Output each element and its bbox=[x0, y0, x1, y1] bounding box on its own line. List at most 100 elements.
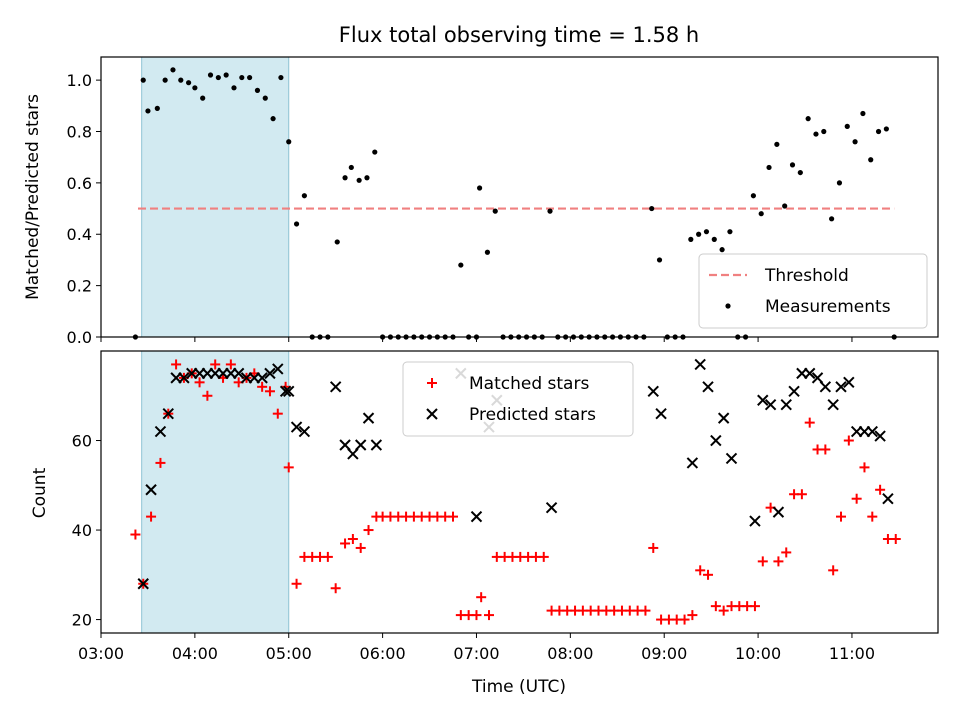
bottom-panel-observing-window bbox=[141, 350, 290, 634]
bottom-panel-data-point bbox=[702, 381, 714, 393]
measurement-dot-shape bbox=[836, 180, 843, 186]
measurement-dot-shape bbox=[656, 257, 663, 263]
measurement-dot-shape bbox=[372, 149, 378, 155]
top-panel-data-point bbox=[484, 249, 491, 255]
cross-stroke bbox=[811, 372, 824, 384]
top-panel-data-point bbox=[207, 72, 214, 78]
top-panel-frame bbox=[100, 56, 939, 338]
measurement-dot-shape bbox=[860, 110, 866, 117]
top-panel-data-point bbox=[231, 85, 237, 91]
bottom-panel-data-point bbox=[330, 583, 341, 594]
cross-stroke bbox=[702, 381, 714, 393]
top-panel-data-point bbox=[860, 110, 866, 117]
bottom-panel-data-point bbox=[827, 399, 839, 411]
bottom-panel-data-point bbox=[232, 367, 245, 380]
bottom-panel-data-point bbox=[695, 565, 706, 576]
measurement-dot-shape bbox=[301, 193, 307, 199]
top-panel-data-point bbox=[247, 74, 253, 81]
bottom-panel-data-point bbox=[329, 381, 342, 393]
cross-stroke bbox=[772, 506, 785, 518]
bottom-panel-data-point bbox=[538, 551, 549, 562]
x-tick-label: 06:00 bbox=[360, 644, 406, 663]
bottom-panel-data-point bbox=[290, 421, 303, 433]
measurement-dot-shape bbox=[278, 74, 284, 81]
measurement-dot-shape bbox=[805, 116, 811, 122]
measurement-dot-shape bbox=[492, 208, 498, 214]
top-panel-y-tick-label: 0.0 bbox=[67, 328, 92, 347]
measurement-dot-shape bbox=[342, 175, 348, 181]
top-panel-y-tick-label: 0.8 bbox=[67, 122, 92, 141]
bottom-panel-data-point bbox=[202, 390, 213, 401]
top-panel-data-point bbox=[200, 95, 206, 101]
bottom-panel-data-point bbox=[804, 417, 815, 428]
cross-stroke bbox=[298, 425, 311, 438]
bottom-panel-data-point bbox=[655, 407, 667, 420]
measurement-dot-shape bbox=[239, 74, 245, 81]
bottom-panel-data-point bbox=[717, 412, 730, 424]
measurement-dot-shape bbox=[334, 239, 340, 245]
measurement-dot-shape bbox=[286, 139, 292, 145]
top-panel-data-point bbox=[278, 74, 284, 81]
x-tick-label: 04:00 bbox=[172, 644, 218, 663]
measurement-dot-shape bbox=[797, 169, 803, 176]
bottom-panel-data-point bbox=[370, 439, 383, 451]
top-panel-data-point bbox=[750, 193, 756, 199]
top-panel-data-point bbox=[286, 139, 292, 145]
bottom-panel-data-point bbox=[322, 551, 333, 562]
cross-stroke bbox=[843, 376, 855, 389]
top-panel-data-point bbox=[829, 216, 835, 222]
bottom-panel-data-point bbox=[828, 565, 839, 576]
bottom-panel-data-point bbox=[257, 381, 268, 392]
bottom-panel-data-point bbox=[866, 425, 878, 438]
bottom-panel-data-point bbox=[155, 457, 166, 468]
bottom-panel-data-point bbox=[146, 511, 157, 522]
top-panel-observing-window bbox=[141, 56, 290, 338]
measurement-dot-shape bbox=[789, 162, 796, 168]
bottom-panel-data-point bbox=[647, 385, 659, 397]
bottom-panel-data-point bbox=[354, 439, 367, 451]
measurement-dot-shape bbox=[484, 249, 491, 255]
measurement-dot-shape bbox=[844, 123, 850, 129]
bottom-panel-data-point bbox=[178, 372, 190, 384]
measurement-dot-shape bbox=[247, 74, 253, 81]
top-panel-y-tick-label: 0.4 bbox=[67, 225, 92, 244]
top-panel-data-point bbox=[364, 175, 370, 181]
bottom-panel-data-point bbox=[137, 578, 149, 590]
top-panel-data-point bbox=[688, 236, 694, 242]
bottom-panel-data-point bbox=[545, 501, 558, 514]
measurement-dot-shape bbox=[154, 105, 160, 111]
bottom-panel-data-point bbox=[811, 372, 824, 384]
top-panel-data-point bbox=[186, 80, 192, 86]
top-panel-data-point bbox=[458, 262, 464, 268]
cross-stroke bbox=[694, 358, 706, 371]
measurement-dot-shape bbox=[140, 77, 146, 83]
measurement-dot-shape bbox=[703, 229, 710, 235]
bottom-panel-data-point bbox=[291, 578, 302, 589]
bottom-panel-data-point bbox=[470, 510, 483, 523]
bottom-panel-series-0 bbox=[130, 359, 901, 625]
bottom-panel-data-point bbox=[210, 359, 221, 370]
top-panel-data-point bbox=[270, 116, 276, 122]
measurement-dot-shape bbox=[200, 95, 206, 101]
cross-stroke bbox=[835, 381, 847, 393]
cross-stroke bbox=[272, 363, 284, 375]
measurement-dot-shape bbox=[145, 108, 151, 114]
bottom-panel-data-point bbox=[483, 610, 494, 621]
cross-stroke bbox=[788, 385, 800, 397]
x-tick-label: 03:00 bbox=[78, 644, 124, 663]
measurement-dot-shape bbox=[868, 157, 874, 163]
measurement-dot-shape bbox=[356, 177, 362, 183]
measurement-dot-shape bbox=[829, 216, 835, 222]
cross-stroke bbox=[347, 448, 359, 460]
bottom-panel-data-point bbox=[859, 462, 870, 473]
measurement-dot-shape bbox=[725, 303, 731, 309]
bottom-panel-y-axis-label: Count bbox=[30, 467, 50, 518]
bottom-panel-data-point bbox=[710, 601, 721, 612]
cross-stroke bbox=[827, 399, 839, 411]
bottom-panel-data-point bbox=[648, 542, 659, 553]
measurement-dot-shape bbox=[293, 221, 300, 227]
top-panel-data-point bbox=[342, 175, 348, 181]
cross-stroke bbox=[764, 399, 777, 411]
bottom-panel-data-point bbox=[272, 363, 284, 375]
